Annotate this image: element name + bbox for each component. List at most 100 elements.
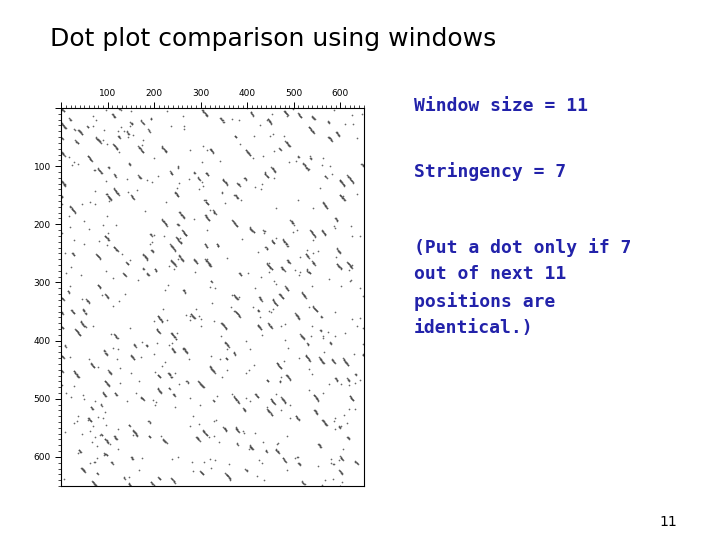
Point <box>148 230 160 239</box>
Point <box>205 364 217 373</box>
Point <box>132 171 144 179</box>
Point <box>332 246 343 255</box>
Point <box>217 320 228 328</box>
Point <box>222 472 234 481</box>
Point <box>168 258 179 267</box>
Point <box>150 267 162 275</box>
Point <box>230 307 241 316</box>
Point <box>328 417 340 426</box>
Point <box>337 194 348 203</box>
Point <box>277 265 289 273</box>
Point <box>91 134 103 143</box>
Point <box>106 329 117 338</box>
Point <box>122 397 133 406</box>
Point <box>125 160 136 169</box>
Point <box>338 411 350 420</box>
Point <box>302 339 313 347</box>
Point <box>161 315 173 324</box>
Point <box>204 260 215 269</box>
Point <box>183 175 194 184</box>
Point <box>68 206 79 214</box>
Point <box>263 319 274 328</box>
Point <box>317 227 328 235</box>
Point <box>266 164 278 172</box>
Point <box>276 293 288 301</box>
Point <box>81 296 93 305</box>
Point <box>174 252 186 260</box>
Point <box>100 291 112 299</box>
Point <box>292 196 303 205</box>
Point <box>207 206 219 215</box>
Point <box>201 256 212 265</box>
Point <box>68 308 79 317</box>
Point <box>129 428 140 436</box>
Point <box>199 255 211 264</box>
Point <box>113 190 125 199</box>
Point <box>199 428 210 437</box>
Point <box>344 392 356 400</box>
Point <box>130 429 141 437</box>
Point <box>204 205 215 214</box>
Point <box>152 384 163 393</box>
Point <box>282 139 293 148</box>
Point <box>267 397 279 406</box>
Point <box>297 288 308 297</box>
Point <box>283 141 294 150</box>
Point <box>169 188 181 197</box>
Point <box>211 392 222 401</box>
Point <box>346 263 357 272</box>
Point <box>154 387 166 396</box>
Point <box>329 308 341 317</box>
Point <box>240 176 252 184</box>
Point <box>93 136 104 145</box>
Point <box>195 467 207 476</box>
Point <box>262 114 274 123</box>
Point <box>275 322 287 330</box>
Point <box>232 440 243 449</box>
Point <box>226 291 238 300</box>
Point <box>294 110 305 119</box>
Point <box>357 292 369 301</box>
Point <box>122 259 133 267</box>
Point <box>305 332 317 340</box>
Point <box>345 174 356 183</box>
Point <box>220 179 232 187</box>
Point <box>60 269 72 278</box>
Point <box>197 382 208 390</box>
Point <box>279 107 291 116</box>
Point <box>58 354 69 362</box>
Point <box>279 237 290 246</box>
Point <box>73 329 85 338</box>
Point <box>259 168 271 177</box>
Point <box>99 435 110 443</box>
Point <box>159 146 171 154</box>
Point <box>145 113 156 122</box>
Point <box>315 443 326 451</box>
Point <box>312 440 324 448</box>
Point <box>94 138 106 147</box>
Point <box>307 112 318 121</box>
Point <box>165 372 176 381</box>
Point <box>346 222 357 231</box>
Point <box>329 359 341 367</box>
Point <box>72 449 84 457</box>
Point <box>120 271 131 279</box>
Point <box>280 137 292 145</box>
Point <box>301 251 312 259</box>
Point <box>154 372 166 381</box>
Point <box>99 435 111 443</box>
Point <box>335 422 346 430</box>
Point <box>276 264 288 272</box>
Point <box>97 221 109 230</box>
Point <box>84 197 96 206</box>
Point <box>277 454 289 462</box>
Point <box>246 108 257 117</box>
Point <box>297 334 309 342</box>
Point <box>197 470 209 478</box>
Point <box>137 395 148 403</box>
Point <box>56 192 68 200</box>
Point <box>102 293 114 302</box>
Point <box>272 439 284 448</box>
Point <box>217 116 228 124</box>
Point <box>218 423 230 432</box>
